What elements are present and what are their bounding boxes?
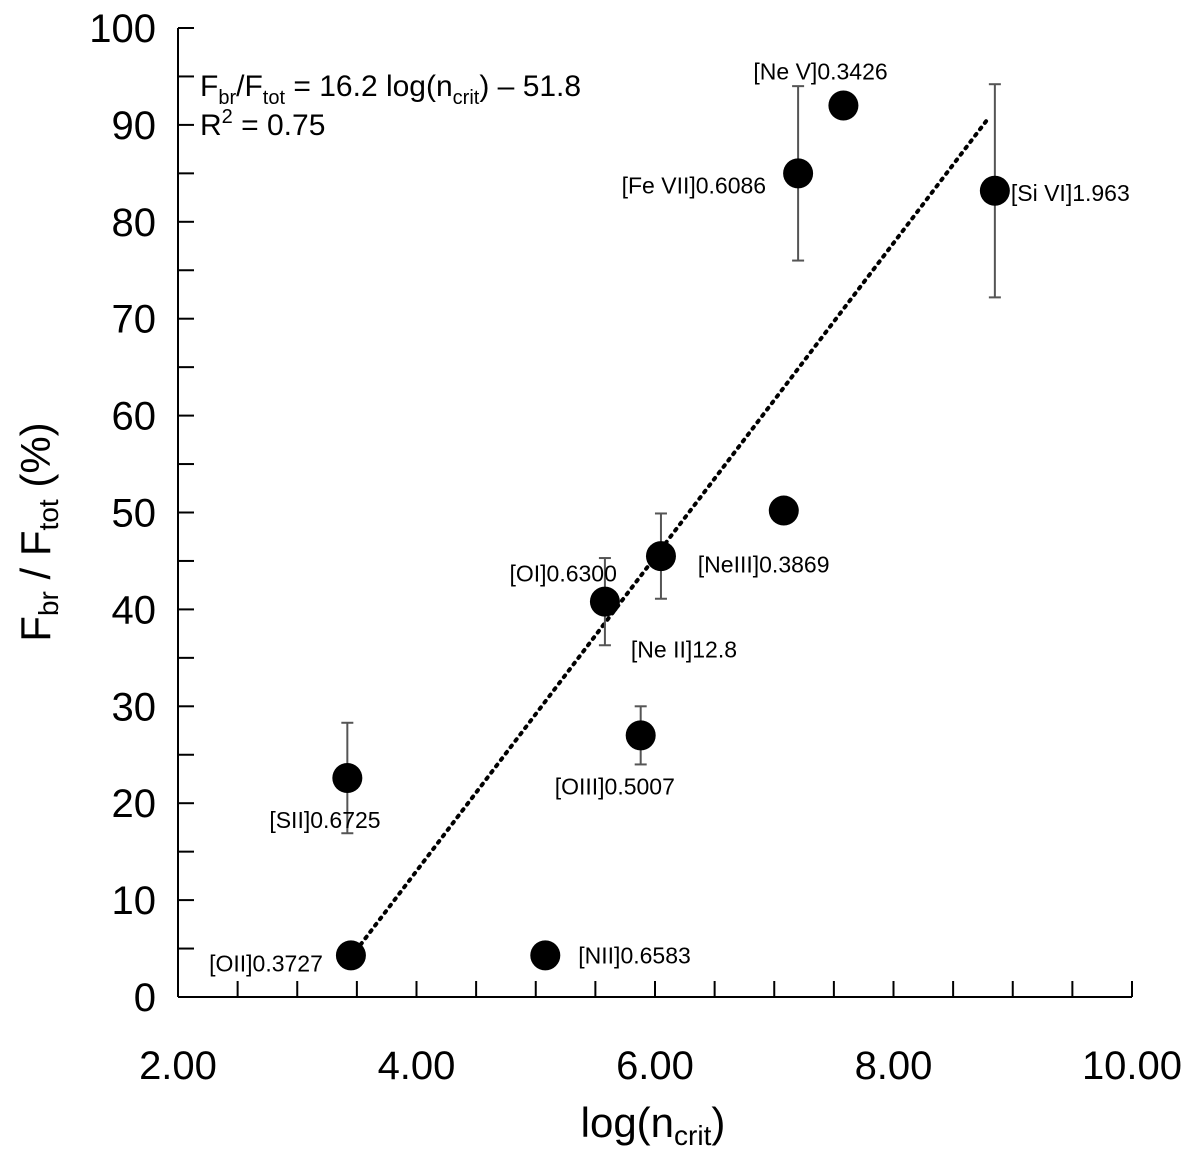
axis-ticks bbox=[177, 27, 1133, 998]
data-point bbox=[783, 158, 814, 189]
y-tick-label: 90 bbox=[112, 104, 157, 148]
trendline-group bbox=[348, 115, 991, 960]
x-tick-label: 2.00 bbox=[139, 1044, 217, 1088]
x-tick-label: 10.00 bbox=[1082, 1044, 1182, 1088]
x-tick-label: 8.00 bbox=[855, 1044, 933, 1088]
y-tick-label: 0 bbox=[134, 976, 156, 1020]
point-label: [NeIII]0.3869 bbox=[698, 552, 830, 578]
fit-equation: Fbr/Ftot = 16.2 log(ncrit) – 51.8 bbox=[200, 70, 581, 109]
x-tick-label: 6.00 bbox=[616, 1044, 694, 1088]
data-point bbox=[589, 586, 620, 617]
point-label: [Ne V]0.3426 bbox=[753, 59, 887, 85]
data-point bbox=[625, 720, 656, 751]
y-tick-label: 40 bbox=[112, 588, 157, 632]
point-label: [OII]0.3727 bbox=[209, 950, 323, 976]
fit-r-squared: R2 = 0.75 bbox=[200, 106, 325, 142]
point-label: [Ne II]12.8 bbox=[631, 637, 737, 663]
point-label: [OIII]0.5007 bbox=[555, 773, 675, 799]
point-label: [OI]0.6300 bbox=[509, 561, 616, 587]
point-labels: [OII]0.3727 [SII]0.6725 [NII]0.6583 [OI]0.6… bbox=[209, 59, 1130, 977]
y-axis-title: Fbr / Ftot (%) bbox=[12, 422, 64, 641]
tick-labels: 0 10 20 30 40 50 60 70 80 90 100 2.00 4.00 6.00 8.00 10… bbox=[89, 7, 1182, 1088]
y-tick-label: 10 bbox=[112, 879, 157, 923]
data-point bbox=[828, 90, 859, 121]
data-point bbox=[645, 541, 676, 572]
point-label: [NII]0.6583 bbox=[578, 942, 691, 968]
y-tick-label: 60 bbox=[112, 395, 157, 439]
data-points bbox=[332, 90, 1010, 971]
y-tick-label: 80 bbox=[112, 201, 157, 245]
data-point bbox=[979, 175, 1010, 206]
data-point bbox=[335, 940, 366, 971]
y-tick-label: 50 bbox=[112, 492, 157, 536]
y-tick-label: 30 bbox=[112, 685, 157, 729]
point-label: [SII]0.6725 bbox=[269, 807, 380, 833]
x-tick-label: 4.00 bbox=[378, 1044, 456, 1088]
data-point bbox=[768, 495, 799, 526]
x-axis-title: log(ncrit) bbox=[581, 1099, 726, 1151]
point-label: [Fe VII]0.6086 bbox=[622, 172, 766, 198]
y-tick-label: 20 bbox=[112, 782, 157, 826]
data-point bbox=[332, 763, 363, 794]
point-label: [Si VI]1.963 bbox=[1011, 180, 1130, 206]
data-point bbox=[530, 940, 561, 971]
trendline bbox=[348, 115, 991, 960]
y-tick-label: 100 bbox=[89, 7, 156, 51]
y-tick-label: 70 bbox=[112, 298, 157, 342]
